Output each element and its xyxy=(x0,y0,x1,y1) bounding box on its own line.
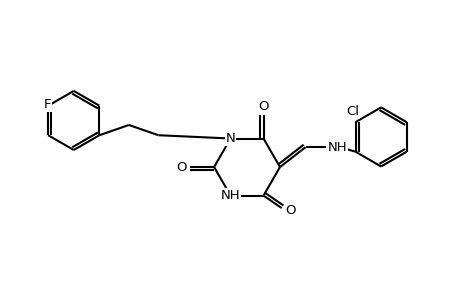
Text: NH: NH xyxy=(327,141,347,154)
Text: N: N xyxy=(225,132,235,145)
Text: NH: NH xyxy=(220,189,240,202)
Text: O: O xyxy=(176,160,186,173)
Text: O: O xyxy=(284,204,295,218)
Text: O: O xyxy=(257,100,268,112)
Text: F: F xyxy=(43,98,50,111)
Text: Cl: Cl xyxy=(346,105,358,119)
